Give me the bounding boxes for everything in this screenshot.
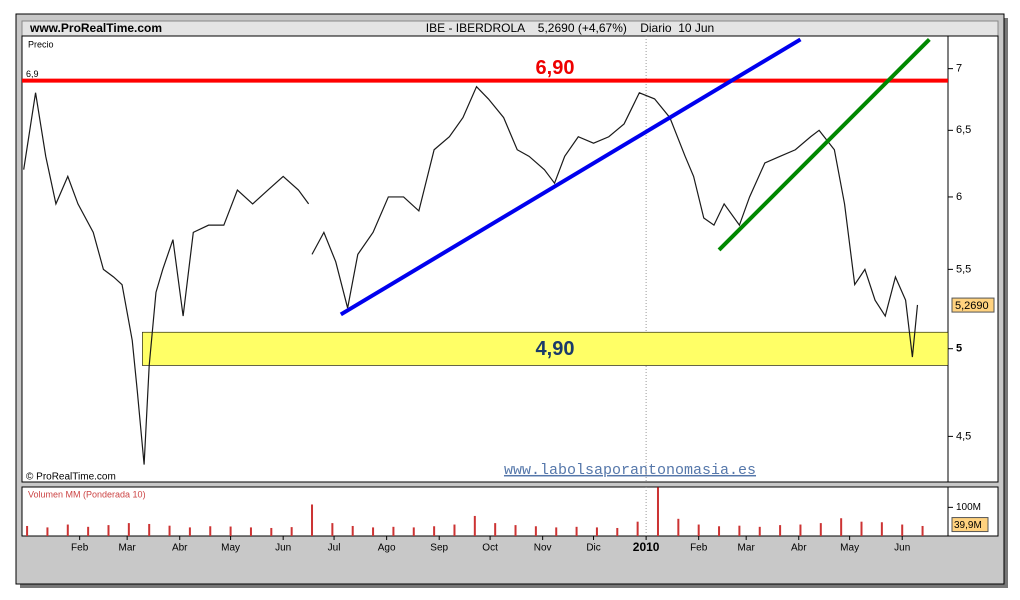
price-line <box>311 85 919 358</box>
x-tick-label: Mar <box>119 543 137 554</box>
volume-bar <box>249 527 252 536</box>
volume-bar <box>46 527 49 536</box>
price-line <box>23 92 310 465</box>
x-tick-label: Jun <box>275 543 291 554</box>
y-tick-label: 6,5 <box>956 124 971 136</box>
resistance-label: 6,90 <box>536 57 575 79</box>
volume-bar <box>514 525 517 536</box>
x-tick-label: Feb <box>690 543 708 554</box>
watermark: www.labolsaporantonomasia.es <box>504 462 756 479</box>
chart-title: IBE - IBERDROLA 5,2690 (+4,67%) Diario 1… <box>426 21 714 35</box>
x-tick-label: Abr <box>172 543 188 554</box>
volume-bar <box>107 525 110 536</box>
volume-bar <box>738 525 741 536</box>
x-tick-label: 2010 <box>633 540 660 554</box>
trendline <box>717 38 931 252</box>
volume-bar <box>636 521 639 536</box>
volume-bar <box>453 524 456 536</box>
last-price-box <box>951 297 995 313</box>
trendline <box>339 37 802 317</box>
volume-bar <box>575 526 578 536</box>
volume-bar <box>595 527 598 536</box>
volume-bar <box>901 524 904 536</box>
plot-area <box>21 35 949 483</box>
x-tick-label: Jun <box>894 543 910 554</box>
x-tick-label: Sep <box>430 543 448 554</box>
last-volume-label: 39,9M <box>954 520 982 531</box>
copyright: © ProRealTime.com <box>26 472 116 483</box>
volume-bar <box>433 526 436 536</box>
volume-bar <box>880 522 883 536</box>
volume-bar <box>819 523 822 536</box>
volume-bar <box>392 526 395 536</box>
volume-bar <box>677 518 680 536</box>
x-tick-label: Feb <box>71 543 89 554</box>
x-tick-label: Dic <box>586 543 600 554</box>
site-label: www.ProRealTime.com <box>29 21 162 35</box>
volume-bar <box>697 524 700 536</box>
volume-bar <box>799 524 802 536</box>
x-tick-label: Mar <box>738 543 756 554</box>
volume-bar <box>372 527 375 536</box>
volume-bar <box>66 524 69 536</box>
volume-bar <box>331 523 334 536</box>
volume-bar <box>290 527 293 536</box>
volume-bar <box>921 525 924 536</box>
volume-bar <box>656 487 659 536</box>
last-price-label: 5,2690 <box>955 300 989 312</box>
y-tick-label: 5 <box>956 343 962 355</box>
last-volume-box <box>951 517 989 533</box>
x-tick-label: Nov <box>534 543 552 554</box>
resistance-axis-label: 6,9 <box>26 69 39 79</box>
volume-bar <box>127 523 130 536</box>
x-tick-label: Jul <box>328 543 341 554</box>
volume-bar <box>616 527 619 536</box>
y-axis-label: Precio <box>28 39 54 49</box>
volume-bar <box>87 526 90 536</box>
price-axis <box>947 35 999 483</box>
y-tick-label: 5,5 <box>956 263 971 275</box>
y-tick-label: 4,5 <box>956 430 971 442</box>
volume-bar <box>494 523 497 536</box>
volume-bar <box>229 526 232 536</box>
volume-bar <box>555 527 558 536</box>
x-tick-label: Oct <box>482 543 498 554</box>
x-tick-label: Abr <box>791 543 807 554</box>
support-band <box>142 331 949 366</box>
volume-bar <box>148 523 151 536</box>
y-tick-label: 7 <box>956 63 962 75</box>
volume-bar <box>758 526 761 536</box>
volume-bar <box>351 525 354 536</box>
volume-bar <box>311 504 314 536</box>
volume-bar <box>188 527 191 536</box>
volume-bar <box>26 525 29 536</box>
volume-label: Volumen MM (Ponderada 10) <box>28 489 146 499</box>
volume-bar <box>840 518 843 536</box>
volume-bar <box>718 526 721 536</box>
volume-bar <box>779 525 782 536</box>
volume-bar <box>860 521 863 536</box>
x-tick-label: Ago <box>378 543 396 554</box>
y-tick-label: 6 <box>956 191 962 203</box>
volume-area <box>21 486 949 537</box>
support-label: 4,90 <box>536 338 575 360</box>
volume-bar <box>473 515 476 536</box>
volume-bar <box>168 525 171 536</box>
volume-bar <box>534 526 537 536</box>
volume-bar <box>412 527 415 536</box>
x-tick-label: May <box>221 543 240 554</box>
volume-bar <box>270 527 273 536</box>
volume-bar <box>209 526 212 536</box>
volume-tick-label: 100M <box>956 502 981 513</box>
x-tick-label: May <box>840 543 859 554</box>
